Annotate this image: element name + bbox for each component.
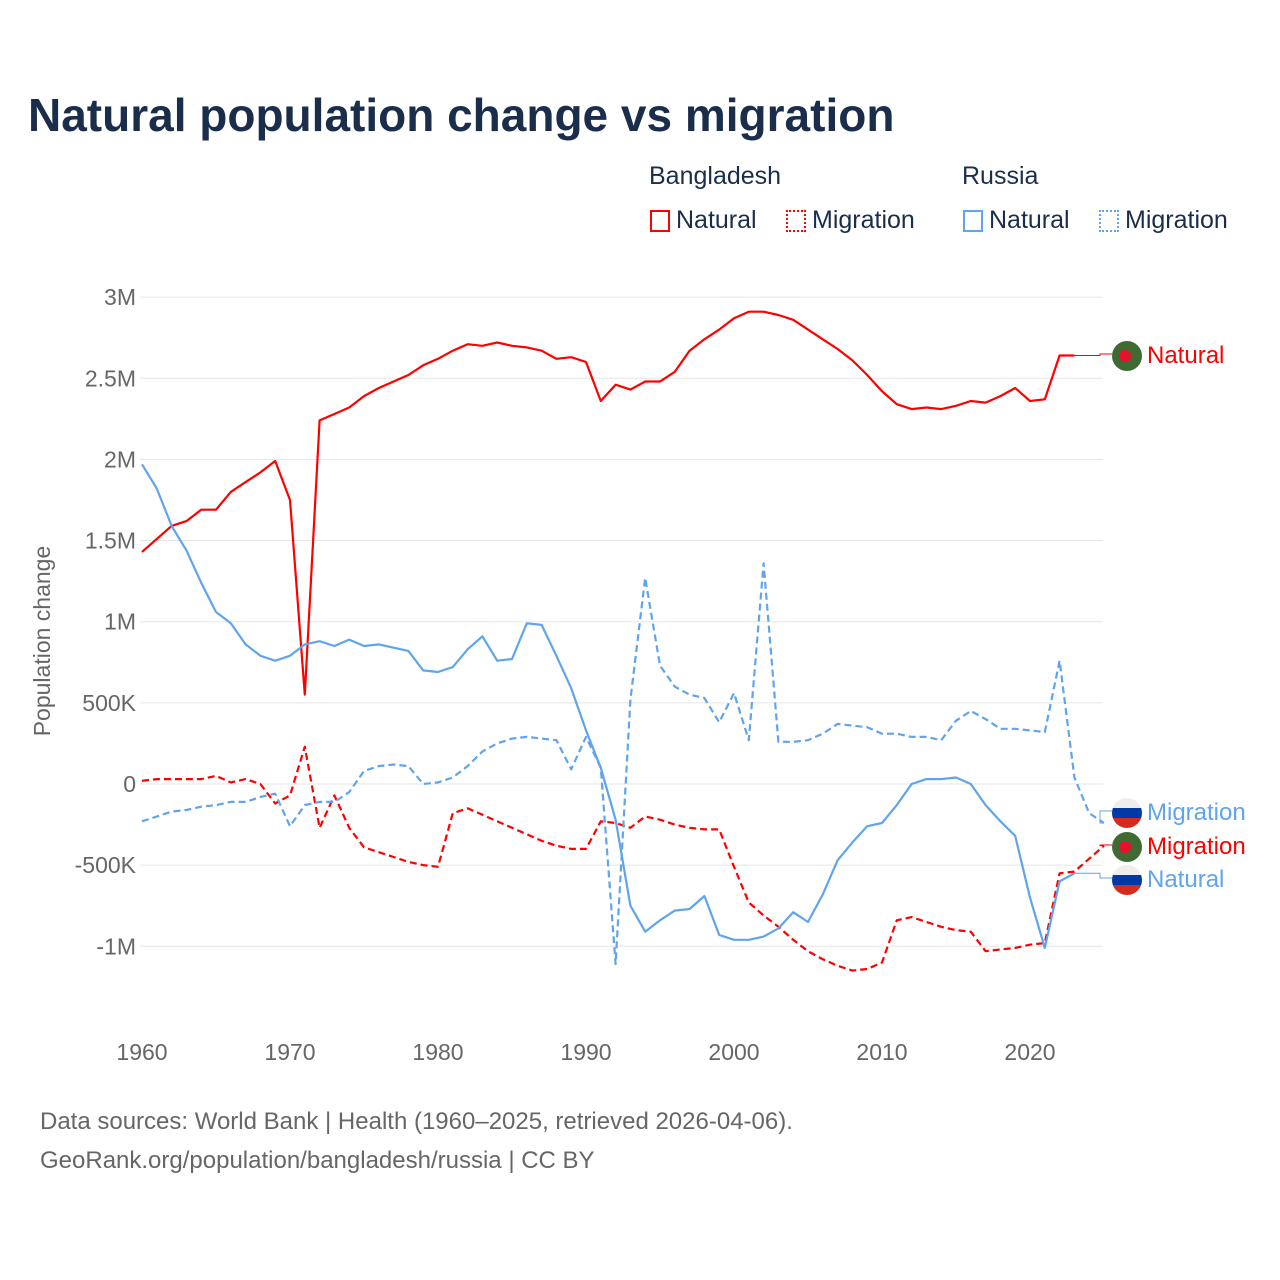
flag-disc xyxy=(1119,350,1131,362)
x-tick-label: 1970 xyxy=(264,1039,315,1065)
x-tick-label: 2000 xyxy=(708,1039,759,1065)
legend-label: Migration xyxy=(1125,206,1228,234)
legend-swatch-solid xyxy=(650,209,670,232)
series-line-russia-natural xyxy=(141,463,1075,950)
legend-group-russia: Russia xyxy=(962,162,1039,190)
legend-group-bangladesh: Bangladesh xyxy=(649,162,782,190)
legend-label: Migration xyxy=(812,206,915,234)
legend-label: Natural xyxy=(989,206,1070,234)
series-end-label: Migration xyxy=(1147,799,1246,826)
series-line-russia-migration xyxy=(141,562,1105,966)
legend-russia-migration[interactable]: Migration xyxy=(1099,206,1228,235)
flag-blue xyxy=(1112,875,1142,885)
y-tick-label: 2M xyxy=(104,446,136,472)
y-tick-label: 500K xyxy=(82,690,136,716)
y-axis-label: Population change xyxy=(29,546,55,737)
label-leader-line xyxy=(1099,844,1112,847)
y-tick-label: 2.5M xyxy=(85,365,136,391)
x-tick-label: 1990 xyxy=(560,1039,611,1065)
flag-disc xyxy=(1119,841,1131,853)
y-tick-label: 1.5M xyxy=(85,528,136,554)
legend-label: Natural xyxy=(676,206,757,234)
label-leader-line xyxy=(1074,353,1112,357)
x-tick-label: 1980 xyxy=(412,1039,463,1065)
flag-red xyxy=(1112,818,1142,828)
legend-russia-natural[interactable]: Natural xyxy=(963,206,1070,235)
y-tick-label: 1M xyxy=(104,609,136,635)
bangladesh-flag-icon xyxy=(1112,832,1142,862)
series-end-label: Natural xyxy=(1147,342,1224,369)
legend-swatch-dotted xyxy=(1099,209,1119,232)
y-tick-label: 0 xyxy=(123,771,136,797)
legend-bangladesh-natural[interactable]: Natural xyxy=(650,206,757,235)
flag-white xyxy=(1112,798,1142,808)
y-tick-label: 3M xyxy=(104,284,136,310)
label-leader-line xyxy=(1099,810,1112,824)
chart-title: Natural population change vs migration xyxy=(28,89,895,141)
legend-swatch-dotted xyxy=(786,209,806,232)
footer-sources: Data sources: World Bank | Health (1960–… xyxy=(40,1108,793,1135)
label-leader-line xyxy=(1074,872,1112,879)
footer-link[interactable]: GeoRank.org/population/bangladesh/russia… xyxy=(40,1147,595,1174)
series-end-label: Migration xyxy=(1147,833,1246,860)
y-tick-label: -500K xyxy=(75,852,137,878)
x-tick-label: 2020 xyxy=(1004,1039,1055,1065)
flag-red xyxy=(1112,885,1142,895)
flag-blue xyxy=(1112,808,1142,818)
x-tick-label: 1960 xyxy=(116,1039,167,1065)
series-line-bangladesh-natural xyxy=(141,310,1075,696)
flag-white xyxy=(1112,865,1142,875)
russia-flag-icon xyxy=(1112,865,1142,895)
y-tick-label: -1M xyxy=(96,933,136,959)
series-end-label: Natural xyxy=(1147,866,1224,893)
russia-flag-icon xyxy=(1112,798,1142,828)
legend-bangladesh-migration[interactable]: Migration xyxy=(786,206,915,235)
x-tick-label: 2010 xyxy=(856,1039,907,1065)
legend-swatch-solid xyxy=(963,209,983,232)
bangladesh-flag-icon xyxy=(1112,341,1142,371)
